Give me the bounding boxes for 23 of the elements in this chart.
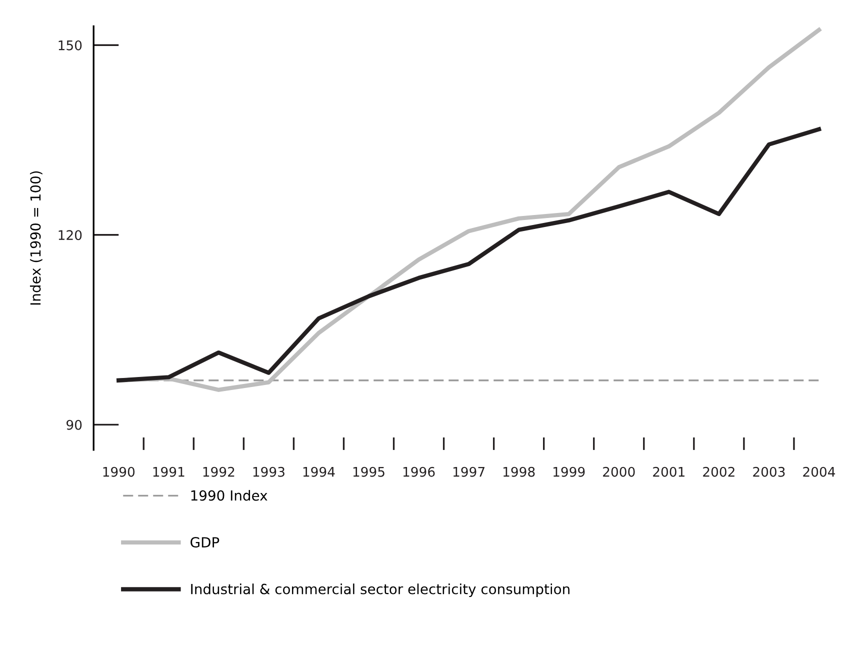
y-axis-title: Index (1990 = 100): [30, 171, 42, 305]
x-tick-label: 1990: [103, 466, 135, 477]
legend-label: GDP: [190, 537, 220, 548]
legend-label: 1990 Index: [191, 490, 268, 501]
x-tick-label: 1995: [353, 466, 384, 477]
x-tick-label: 1999: [554, 466, 585, 477]
x-tick-label: 1996: [403, 466, 435, 477]
x-tick-label: 1998: [503, 466, 535, 477]
legend-label: Industrial & commercial sector electricity consumption: [191, 584, 570, 597]
x-tick-label: 1994: [303, 466, 335, 477]
x-tick-label: 2003: [753, 466, 785, 477]
line-series: [116, 127, 822, 382]
x-tick-label: 1992: [203, 466, 234, 477]
x-tick-label: 2004: [803, 466, 836, 477]
x-tick-label: 2001: [653, 466, 684, 477]
x-tick-label: 1991: [153, 466, 184, 477]
x-tick-label: 2000: [603, 466, 635, 477]
y-tick-label: 90: [66, 420, 82, 430]
y-tick-label: 120: [58, 230, 82, 240]
x-tick-label: 2002: [703, 466, 734, 477]
x-tick-label: 1993: [253, 466, 284, 477]
x-tick-label: 1997: [453, 466, 484, 477]
y-tick-label: 150: [58, 40, 82, 50]
